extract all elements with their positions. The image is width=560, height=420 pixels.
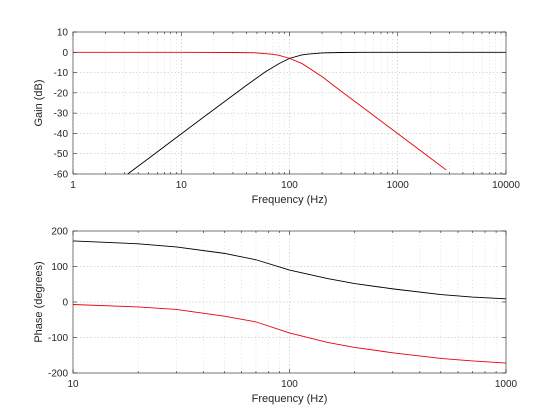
- gain-x-tick-label: 100: [281, 180, 298, 191]
- gain-series-line-2: [73, 51, 447, 171]
- phase-y-tick-label: 100: [51, 262, 68, 273]
- gain-y-tick-label: -50: [54, 149, 69, 160]
- gain-x-tick-label: 10000: [492, 180, 520, 191]
- gain-series-lines: [73, 51, 506, 174]
- phase-series-line-1: [73, 240, 506, 300]
- gain-y-tick-label: -10: [54, 68, 69, 79]
- gain-y-tick-label: -20: [54, 88, 69, 99]
- phase-ylabel: Phase (degrees): [33, 261, 45, 342]
- gain-y-tick-label: -30: [54, 109, 69, 120]
- phase-y-tick-label: 0: [62, 298, 68, 309]
- phase-y-tick-label: 200: [51, 227, 68, 238]
- gain-xlabel: Frequency (Hz): [252, 194, 328, 206]
- phase-xlabel: Frequency (Hz): [252, 393, 328, 405]
- gain-y-tick-label: 10: [57, 28, 69, 39]
- gain-x-tick-label: 10: [176, 180, 188, 191]
- gain-x-tick-label: 1000: [387, 180, 410, 191]
- phase-x-tick-label: 10: [67, 379, 79, 390]
- phase-x-tick-label: 1000: [495, 379, 518, 390]
- phase-series-lines: [73, 240, 506, 364]
- phase-series-line-2: [73, 304, 506, 364]
- phase-y-tick-label: -200: [48, 369, 68, 380]
- gain-y-tick-label: 0: [62, 48, 68, 59]
- phase-x-tick-label: 100: [281, 379, 298, 390]
- gain-x-tick-label: 1: [70, 180, 76, 191]
- gain-y-tick-label: -60: [54, 170, 69, 181]
- phase-y-tick-label: -100: [48, 333, 68, 344]
- gain-y-tick-label: -40: [54, 129, 69, 140]
- gain-ylabel: Gain (dB): [33, 79, 45, 126]
